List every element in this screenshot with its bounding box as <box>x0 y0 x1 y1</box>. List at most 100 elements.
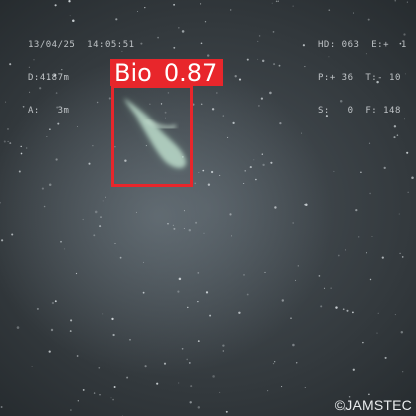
snow-particle <box>20 152 23 155</box>
snow-particle <box>50 328 54 332</box>
snow-particle <box>172 224 175 227</box>
snow-particle <box>140 42 143 45</box>
snow-particle <box>194 182 196 185</box>
snow-particle <box>9 63 12 66</box>
snow-particle <box>365 53 367 55</box>
snow-particle <box>111 317 114 321</box>
snow-particle <box>93 392 96 394</box>
snow-particle <box>57 122 60 125</box>
copyright-credit: ©JAMSTEC <box>334 397 412 413</box>
snow-particle <box>76 355 79 357</box>
snow-particle <box>33 59 35 61</box>
snow-particle <box>7 127 9 130</box>
snow-particle <box>197 300 199 303</box>
snow-particle <box>82 388 85 391</box>
snow-particle <box>234 75 237 78</box>
snow-particle <box>112 398 114 401</box>
snow-particle <box>302 44 305 47</box>
snow-particle <box>114 242 116 245</box>
snow-particle <box>222 344 225 347</box>
snow-particle <box>129 338 131 341</box>
snow-particle <box>292 5 294 7</box>
snow-particle <box>55 92 58 94</box>
snow-particle <box>149 103 151 105</box>
snow-particle <box>157 36 159 39</box>
snow-particle <box>75 272 78 275</box>
snow-particle <box>48 78 50 80</box>
snow-particle <box>64 248 66 250</box>
snow-particle <box>20 145 22 148</box>
snow-particle <box>238 311 241 315</box>
snow-particle <box>295 362 298 364</box>
snow-particle <box>396 134 399 136</box>
snow-particle <box>292 343 295 347</box>
snow-particle <box>406 1 408 3</box>
snow-particle <box>31 366 33 367</box>
snow-particle <box>279 121 282 125</box>
snow-particle <box>70 409 72 411</box>
snow-particle <box>402 371 404 373</box>
overlay-left-line: 13/04/25 14:05:51 <box>28 40 135 50</box>
snow-particle <box>51 301 55 305</box>
snow-particle <box>48 350 51 353</box>
snow-particle <box>124 159 127 162</box>
snow-particle <box>98 366 101 369</box>
snow-particle <box>258 35 261 37</box>
snow-particle <box>394 0 396 2</box>
camera-overlay-left: 13/04/25 14:05:51 D:4187m A: 3m <box>28 18 135 139</box>
snow-particle <box>200 3 202 5</box>
snow-particle <box>200 103 203 106</box>
snow-particle <box>43 205 46 208</box>
snow-particle <box>404 118 405 120</box>
snow-particle <box>108 97 111 100</box>
snow-particle <box>112 333 115 337</box>
snow-particle <box>337 254 340 257</box>
snow-particle <box>115 18 118 21</box>
snow-particle <box>173 227 176 230</box>
snow-particle <box>207 183 211 186</box>
snow-particle <box>348 396 351 398</box>
snow-particle <box>229 213 232 216</box>
snow-particle <box>274 361 276 363</box>
snow-particle <box>305 203 308 206</box>
snow-particle <box>56 106 59 109</box>
snow-particle <box>352 368 355 371</box>
snow-particle <box>49 128 51 130</box>
snow-particle <box>267 390 269 392</box>
snow-particle <box>230 9 232 11</box>
snow-particle <box>367 18 370 21</box>
snow-particle <box>335 306 338 309</box>
snow-particle <box>343 408 346 411</box>
snow-particle <box>61 68 63 71</box>
snow-particle <box>260 97 263 100</box>
snow-particle <box>143 261 144 263</box>
snow-particle <box>144 6 146 9</box>
snow-particle <box>22 105 25 108</box>
snow-particle <box>369 192 371 195</box>
snow-particle <box>278 64 281 67</box>
snow-particle <box>225 410 228 413</box>
snow-particle <box>281 386 283 388</box>
snow-particle <box>290 317 292 320</box>
snow-particle <box>212 375 215 378</box>
snow-particle <box>272 31 275 33</box>
snow-particle <box>272 363 275 365</box>
snow-particle <box>29 91 31 93</box>
snow-particle <box>160 103 163 105</box>
snow-particle <box>365 252 368 254</box>
snow-particle <box>257 58 259 60</box>
snow-particle <box>137 10 138 12</box>
snow-particle <box>183 210 185 212</box>
snow-particle <box>243 274 245 276</box>
snow-particle <box>219 391 221 393</box>
snow-particle <box>399 42 402 45</box>
snow-particle <box>351 311 354 314</box>
snow-particle <box>232 121 235 125</box>
snow-particle <box>246 58 249 61</box>
snow-particle <box>1 239 4 242</box>
snow-particle <box>227 136 229 138</box>
snow-particle <box>328 9 331 12</box>
snow-particle <box>203 232 205 234</box>
snow-particle <box>295 279 297 281</box>
